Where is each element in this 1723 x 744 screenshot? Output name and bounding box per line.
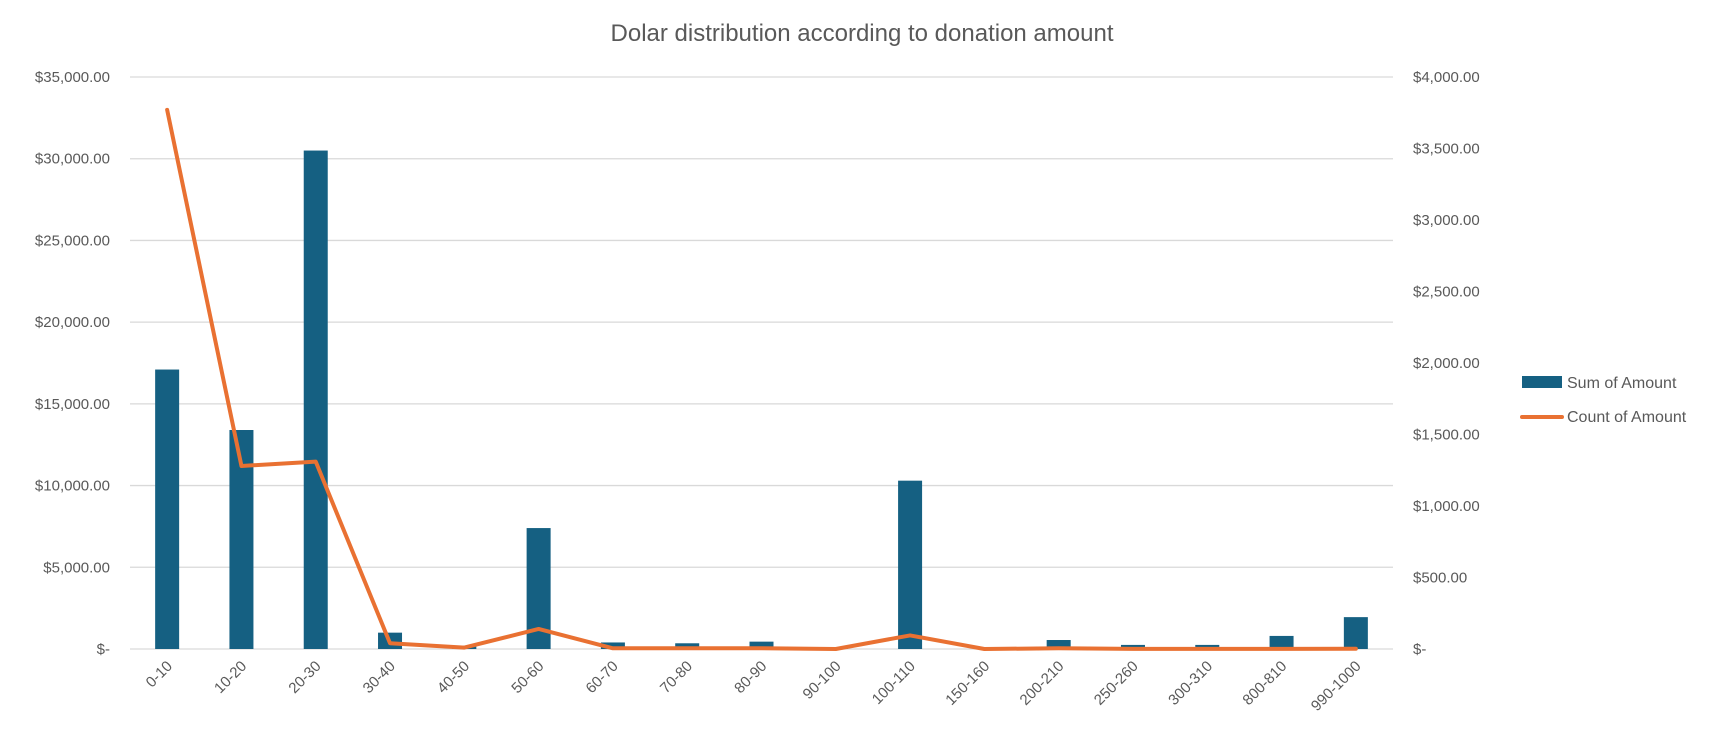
count-line <box>165 107 1358 651</box>
right-axis: $- $500.00 $1,000.00 $1,500.00 $2,000.00 $2,5… <box>1413 69 1480 658</box>
bar-70-80 <box>675 643 700 649</box>
legend-label-sum: Sum of Amount <box>1567 375 1677 392</box>
legend-label-count: Count of Amount <box>1567 409 1687 426</box>
x-tick-label: 90-100 <box>800 658 845 703</box>
x-tick-label: 80-90 <box>731 658 770 697</box>
x-tick-label: 60-70 <box>583 658 622 697</box>
left-tick-label: $5,000.00 <box>43 559 110 576</box>
left-tick-label: $35,000.00 <box>35 69 110 86</box>
chart-title: Dolar distribution according to donation… <box>611 20 1114 47</box>
bar-990-1000 <box>1343 617 1368 649</box>
x-tick-label: 800-810 <box>1239 658 1290 709</box>
bar-60-70 <box>600 642 625 649</box>
x-tick-label: 20-30 <box>285 658 324 697</box>
line-series <box>165 107 1358 651</box>
right-tick-label: $3,500.00 <box>1413 141 1480 158</box>
bar-80-90 <box>749 641 774 649</box>
left-tick-label: $30,000.00 <box>35 151 110 168</box>
left-tick-label: $15,000.00 <box>35 396 110 413</box>
x-tick-label: 50-60 <box>508 658 547 697</box>
right-tick-label: $- <box>1413 641 1426 658</box>
legend-swatch-sum <box>1522 376 1562 388</box>
x-tick-label: 70-80 <box>657 658 696 697</box>
right-tick-label: $4,000.00 <box>1413 69 1480 86</box>
bar-series <box>155 150 1368 650</box>
left-axis: $- $5,000.00 $10,000.00 $15,000.00 $20,000.0… <box>35 69 110 658</box>
x-tick-label: 990-1000 <box>1308 658 1365 715</box>
right-tick-label: $2,500.00 <box>1413 284 1480 301</box>
right-tick-label: $2,000.00 <box>1413 355 1480 372</box>
x-tick-label: 0-10 <box>143 658 176 691</box>
right-tick-label: $1,500.00 <box>1413 427 1480 444</box>
x-axis: 0-10 10-20 20-30 30-40 40-50 50-60 60-70 70-80 8… <box>143 658 1365 715</box>
right-tick-label: $1,000.00 <box>1413 498 1480 515</box>
bar-20-30 <box>303 150 328 650</box>
left-tick-label: $10,000.00 <box>35 478 110 495</box>
bar-100-110 <box>898 480 923 649</box>
left-tick-label: $25,000.00 <box>35 232 110 249</box>
left-tick-label: $20,000.00 <box>35 314 110 331</box>
x-tick-label: 10-20 <box>211 658 250 697</box>
bar-0-10 <box>155 369 180 649</box>
legend: Sum of Amount Count of Amount <box>1520 375 1687 426</box>
x-tick-label: 150-160 <box>942 658 993 709</box>
bar-800-810 <box>1269 635 1294 649</box>
right-tick-label: $3,000.00 <box>1413 212 1480 229</box>
x-tick-label: 100-110 <box>869 658 919 708</box>
bar-200-210 <box>1046 640 1071 649</box>
gridlines <box>130 76 1393 650</box>
x-tick-label: 250-260 <box>1091 658 1142 709</box>
x-tick-label: 300-310 <box>1165 658 1216 709</box>
x-tick-label: 30-40 <box>360 658 399 697</box>
x-tick-label: 200-210 <box>1017 658 1068 709</box>
right-tick-label: $500.00 <box>1413 570 1467 587</box>
left-tick-label: $- <box>97 641 110 658</box>
x-tick-label: 40-50 <box>434 658 473 697</box>
